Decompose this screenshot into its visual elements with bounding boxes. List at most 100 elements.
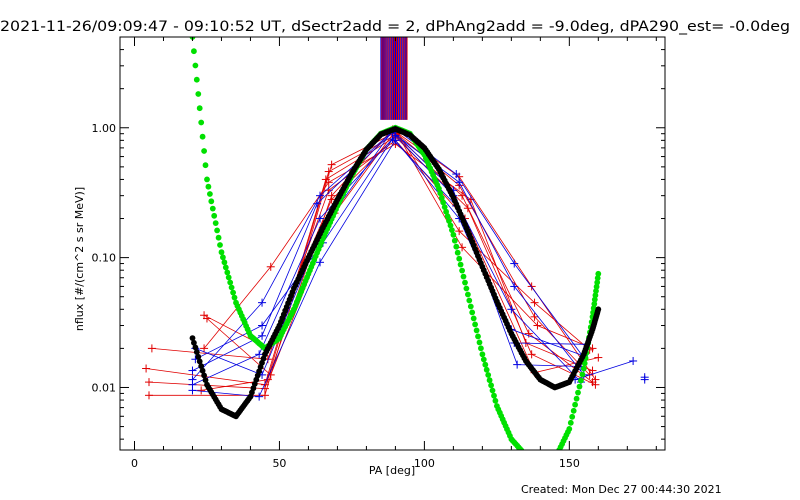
fit-curve-dot	[193, 76, 200, 83]
fit-curve-dot	[449, 227, 455, 234]
series-line	[151, 139, 599, 374]
fit-curve-dot	[204, 176, 210, 183]
data-point	[316, 258, 325, 267]
fit-curve-dot	[459, 267, 465, 274]
x-tick-label: 50	[272, 457, 286, 470]
fit-curve-dot	[581, 360, 588, 367]
fit-curve-dot	[437, 190, 444, 197]
fit-curve-dot	[457, 261, 464, 268]
fit-curve-dot	[573, 395, 580, 402]
fit-curve-dot	[543, 460, 549, 466]
fit-curve-dot	[569, 413, 576, 420]
data-point	[316, 214, 325, 223]
fit-curve-dot	[570, 407, 577, 414]
y-tick-label: 0.10	[92, 252, 117, 265]
created-timestamp: Created: Mon Dec 27 00:44:30 2021	[521, 483, 722, 496]
fit-curve-dot	[529, 457, 535, 463]
fit-curve-dot	[463, 285, 470, 292]
data-point	[142, 364, 151, 373]
chart-title: 2021-11-26/09:09:47 - 09:10:52 UT, dSect…	[0, 19, 790, 35]
series-line	[574, 360, 634, 380]
fit-curve-dot	[595, 306, 602, 313]
clipped-marks	[142, 37, 649, 467]
fit-curve-dot	[489, 387, 496, 394]
fit-curve-dot	[441, 204, 448, 211]
fit-curve-dot	[532, 459, 538, 465]
fit-curve-dot	[438, 194, 445, 201]
fit-curve-dot	[552, 456, 558, 462]
series-line	[203, 133, 590, 351]
data-point	[510, 282, 519, 291]
fit-curve-dot	[593, 283, 600, 290]
fit-curve-dot	[456, 255, 463, 262]
fit-curve-dot	[478, 345, 484, 352]
fit-curve-dot	[593, 288, 599, 294]
data-point	[455, 178, 464, 187]
fit-curve-dot	[530, 458, 536, 464]
fit-curve-dot	[205, 183, 212, 190]
data-point	[327, 160, 336, 169]
x-tick-label: 0	[131, 457, 138, 470]
fit-curve-dot	[533, 460, 539, 466]
fit-curve-dot	[545, 460, 551, 466]
fit-curve-dot	[447, 222, 454, 229]
data-point	[533, 321, 542, 330]
fit-curve-dot	[207, 191, 213, 197]
fit-curve-dot	[195, 91, 202, 97]
data-point	[327, 191, 336, 200]
y-tick-label: 1.00	[92, 122, 117, 135]
fit-curve-dot	[221, 259, 228, 266]
fit-curve-dot	[465, 291, 471, 298]
fit-curve-dot	[491, 392, 497, 399]
fit-curve-dot	[214, 227, 221, 234]
fit-curve-dot	[549, 458, 555, 464]
data-point	[255, 392, 264, 401]
fit-curve-dot	[590, 305, 597, 312]
data-point	[513, 360, 522, 369]
fit-curve-dot	[546, 459, 552, 465]
data-point	[510, 259, 519, 268]
fit-curve-dot	[195, 353, 202, 360]
data-point	[530, 312, 539, 321]
fit-curve-dot	[566, 426, 573, 432]
fit-curve-dot	[201, 372, 208, 379]
data-point	[594, 353, 603, 362]
fit-curve-dot	[201, 148, 208, 154]
data-point	[455, 227, 464, 236]
fit-curve-dot	[469, 309, 476, 316]
data-point	[147, 344, 156, 353]
fit-curve-dot	[451, 237, 458, 244]
fit-curve-dot	[196, 358, 203, 365]
fit-curve-dot	[524, 454, 530, 460]
data-point	[324, 167, 333, 176]
fit-curve-dot	[578, 377, 584, 384]
data-point	[258, 331, 267, 340]
fit-curve-dot	[527, 456, 533, 462]
data-point	[260, 380, 269, 389]
fit-curve-dot	[191, 48, 197, 55]
fit-curve-dot	[480, 356, 487, 363]
fit-curve-dot	[199, 367, 206, 374]
fit-curve-dot	[479, 351, 486, 358]
fit-curve-dot	[450, 231, 457, 238]
data-point	[507, 305, 516, 314]
series-line	[148, 134, 593, 390]
fit-curve-dot	[222, 264, 229, 271]
fit-curve-dot	[446, 218, 452, 224]
fit-curve-dot	[231, 294, 238, 301]
data-point	[197, 386, 206, 395]
fit-curve-dot	[211, 212, 218, 219]
data-point	[260, 391, 269, 400]
fit-curve-dot	[535, 461, 541, 467]
fit-curve-dot	[193, 349, 200, 355]
fit-curve-dot	[522, 451, 528, 457]
fit-curve-dot	[526, 455, 532, 461]
fit-curve-dot	[548, 458, 554, 464]
fit-curve-dot	[436, 185, 442, 192]
data-point	[640, 375, 649, 384]
fit-curve-dot	[475, 333, 481, 340]
data-point	[463, 204, 472, 213]
fit-curve-dot	[189, 335, 196, 341]
data-point	[202, 314, 211, 323]
fit-curve-dot	[444, 213, 451, 220]
